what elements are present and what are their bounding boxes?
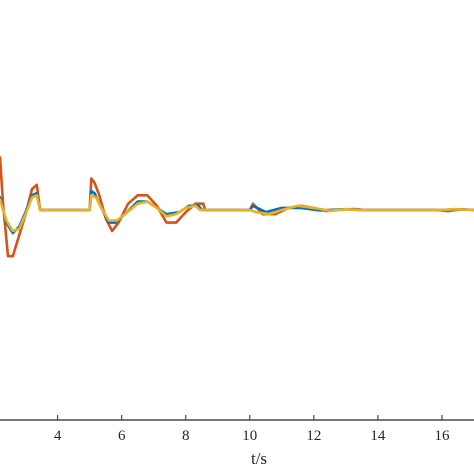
series-line-2 [0, 189, 474, 235]
x-tick-label: 10 [242, 428, 257, 444]
x-tick-label: 14 [370, 428, 386, 444]
series-line-1 [0, 156, 474, 258]
x-tick-label: 4 [54, 428, 62, 444]
x-axis-title: t/s [251, 449, 267, 468]
x-tick-label: 6 [118, 428, 126, 444]
series-layer [0, 156, 474, 258]
x-tick-label: 16 [434, 428, 450, 444]
x-tick-label: 12 [306, 428, 321, 444]
tick-layer: 4 6 8 10 12 14 16 [54, 415, 450, 444]
x-tick-label: 8 [182, 428, 190, 444]
series-line-3 [0, 194, 474, 233]
